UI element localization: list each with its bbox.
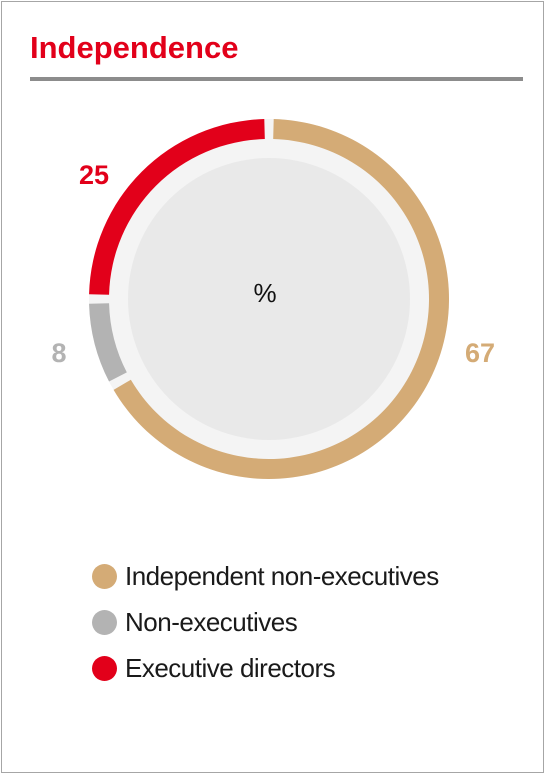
legend-item: Independent non-executives	[92, 560, 439, 592]
center-label: %	[253, 278, 276, 308]
donut-segments	[89, 119, 449, 480]
data-label: 8	[51, 338, 66, 368]
legend-swatch	[92, 655, 117, 681]
legend-label: Non-executives	[125, 606, 298, 637]
chart-title: Independence	[30, 30, 239, 65]
donut-value-labels: 67 8 25	[51, 160, 495, 368]
donut-segment	[89, 119, 265, 295]
legend: Independent non-executives Non-executive…	[92, 560, 439, 698]
donut-chart: 67 8 25 %	[51, 119, 495, 480]
data-label: 67	[465, 338, 495, 368]
donut-inner-circle	[128, 158, 410, 440]
legend-swatch	[92, 563, 117, 589]
legend-label: Executive directors	[125, 652, 336, 683]
legend-item: Executive directors	[92, 652, 439, 684]
data-label: 25	[79, 160, 109, 190]
title-divider	[30, 77, 523, 81]
legend-label: Independent non-executives	[125, 560, 439, 591]
legend-swatch	[92, 609, 117, 635]
donut-segment	[89, 303, 127, 382]
legend-item: Non-executives	[92, 606, 439, 638]
